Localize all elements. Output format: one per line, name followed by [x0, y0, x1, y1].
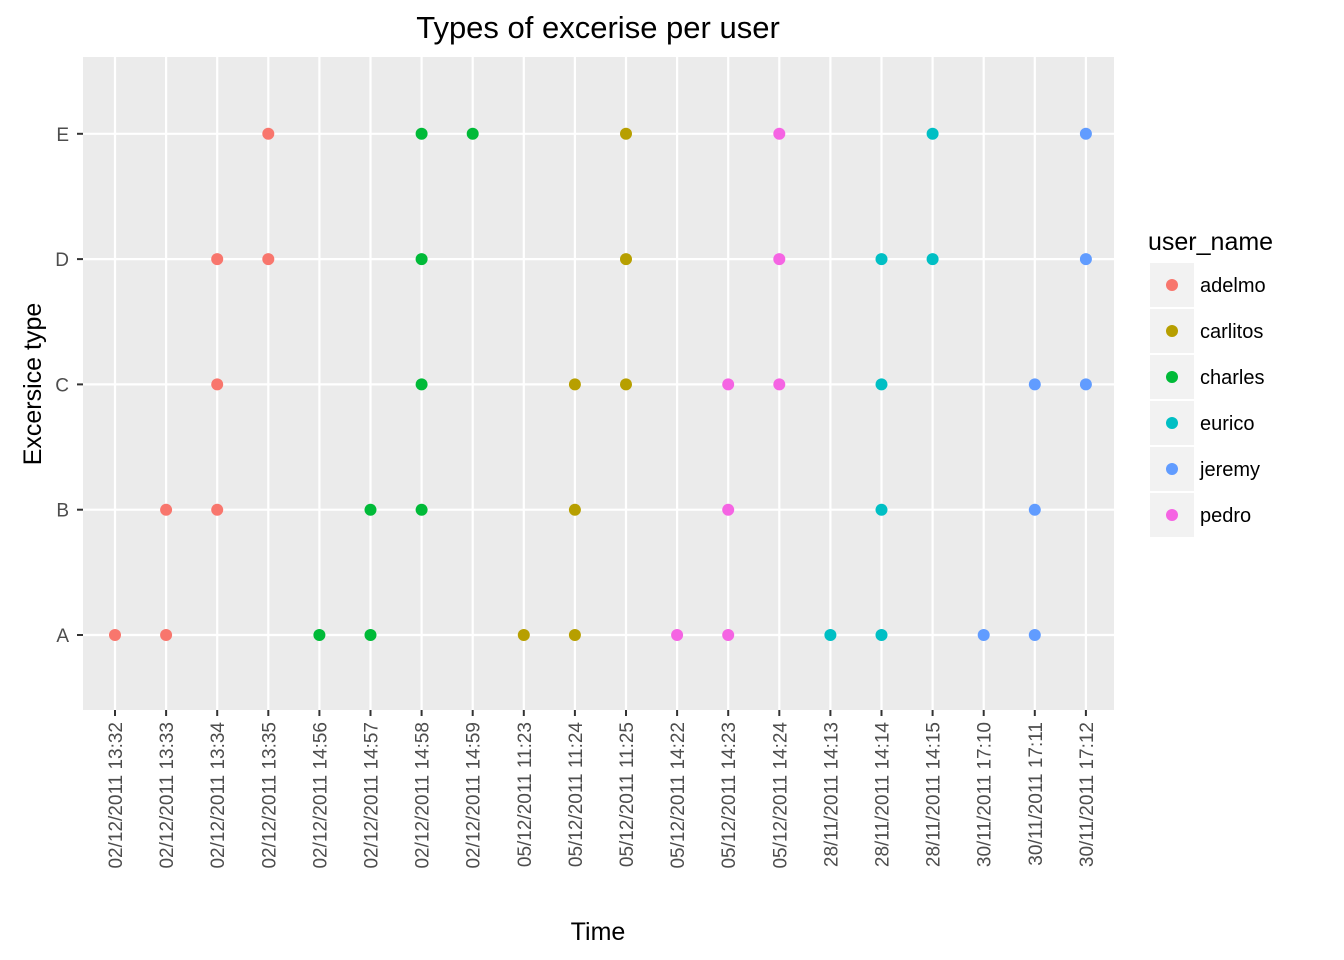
data-point-jeremy — [1028, 629, 1041, 641]
x-tick-label: 02/12/2011 13:32 — [106, 722, 127, 869]
data-point-eurico — [926, 127, 939, 140]
legend-label: carlitos — [1200, 321, 1263, 343]
legend-label: pedro — [1200, 505, 1251, 527]
x-tick-label: 28/11/2011 14:14 — [873, 722, 894, 868]
data-point-jeremy — [1079, 127, 1092, 140]
x-tick-label: 02/12/2011 13:33 — [157, 722, 178, 869]
chart-title: Types of excerise per user — [416, 10, 780, 45]
data-point-eurico — [926, 253, 939, 266]
data-point-pedro — [773, 378, 786, 391]
data-point-pedro — [773, 253, 786, 266]
data-point-eurico — [875, 503, 888, 516]
data-point-charles — [415, 378, 428, 391]
data-point-pedro — [722, 629, 735, 641]
data-point-pedro — [773, 127, 786, 140]
x-tick-label: 05/12/2011 14:23 — [719, 722, 740, 869]
x-tick-label: 02/12/2011 14:57 — [362, 722, 383, 869]
x-tick-label: 02/12/2011 14:58 — [413, 722, 434, 869]
data-point-jeremy — [1028, 503, 1041, 516]
x-tick-label: 02/12/2011 13:34 — [208, 722, 229, 869]
legend-marker-jeremy — [1166, 463, 1178, 475]
legend-marker-eurico — [1166, 417, 1178, 429]
x-tick-label: 30/11/2011 17:12 — [1077, 722, 1098, 867]
x-tick-label: 05/12/2011 11:23 — [515, 722, 536, 867]
data-point-carlitos — [620, 127, 632, 140]
y-tick-label: B — [56, 501, 69, 522]
data-point-adelmo — [262, 253, 275, 266]
data-point-eurico — [824, 629, 837, 641]
legend-label: eurico — [1200, 413, 1254, 435]
data-point-jeremy — [1079, 253, 1092, 266]
data-point-pedro — [722, 378, 735, 391]
legend-marker-carlitos — [1166, 325, 1178, 337]
data-point-charles — [415, 503, 428, 516]
data-point-pedro — [671, 629, 684, 641]
data-point-eurico — [875, 253, 888, 266]
data-point-carlitos — [568, 629, 581, 641]
data-point-carlitos — [620, 253, 632, 266]
x-axis-ticks: 02/12/2011 13:32 02/12/2011 13:33 02/12/20… — [106, 710, 1098, 869]
x-tick-label: 28/11/2011 14:13 — [821, 722, 842, 867]
legend-marker-charles — [1166, 371, 1178, 383]
y-axis-ticks: A B C D E — [55, 125, 83, 647]
data-point-eurico — [875, 378, 888, 391]
x-tick-label: 02/12/2011 14:56 — [310, 722, 331, 869]
legend-label: adelmo — [1200, 275, 1266, 297]
data-point-carlitos — [568, 378, 581, 391]
x-tick-label: 05/12/2011 11:25 — [617, 722, 638, 867]
x-tick-label: 30/11/2011 17:10 — [975, 722, 996, 867]
data-point-jeremy — [977, 629, 990, 641]
x-tick-label: 05/12/2011 11:24 — [566, 722, 587, 868]
data-point-jeremy — [1079, 378, 1092, 391]
legend-marker-pedro — [1166, 509, 1178, 521]
legend-label: charles — [1200, 367, 1264, 389]
data-point-adelmo — [160, 503, 173, 516]
y-tick-label: C — [55, 375, 69, 396]
y-tick-label: E — [56, 125, 69, 146]
data-point-adelmo — [262, 127, 275, 140]
x-tick-label: 02/12/2011 13:35 — [259, 722, 280, 869]
legend-label: jeremy — [1199, 459, 1260, 481]
y-axis-title: Excersice type — [19, 303, 47, 466]
data-point-charles — [313, 629, 326, 641]
data-point-charles — [466, 127, 479, 140]
data-point-jeremy — [1028, 378, 1041, 391]
data-point-charles — [415, 127, 428, 140]
y-tick-label: D — [55, 250, 69, 271]
legend-marker-adelmo — [1166, 279, 1178, 291]
data-point-adelmo — [109, 629, 121, 641]
x-tick-label: 02/12/2011 14:59 — [464, 722, 485, 869]
legend: user_name adelmo carlitos charles eurico jer… — [1148, 228, 1273, 537]
data-point-carlitos — [568, 503, 581, 516]
data-points — [109, 127, 1092, 641]
data-point-charles — [364, 503, 377, 516]
data-point-carlitos — [517, 629, 530, 641]
data-point-eurico — [875, 629, 888, 641]
data-point-adelmo — [211, 503, 224, 516]
data-point-adelmo — [211, 378, 224, 391]
x-tick-label: 28/11/2011 14:15 — [924, 722, 945, 867]
data-point-adelmo — [211, 253, 224, 266]
legend-title: user_name — [1148, 228, 1273, 256]
data-point-pedro — [722, 503, 735, 516]
data-point-charles — [415, 253, 428, 266]
x-axis-title: Time — [571, 918, 626, 946]
data-point-charles — [364, 629, 377, 641]
x-tick-label: 05/12/2011 14:24 — [770, 722, 791, 869]
data-point-adelmo — [160, 629, 173, 641]
x-tick-label: 05/12/2011 14:22 — [668, 722, 689, 869]
data-point-carlitos — [620, 378, 632, 391]
y-tick-label: A — [56, 626, 69, 647]
x-tick-label: 30/11/2011 17:11 — [1026, 722, 1047, 866]
